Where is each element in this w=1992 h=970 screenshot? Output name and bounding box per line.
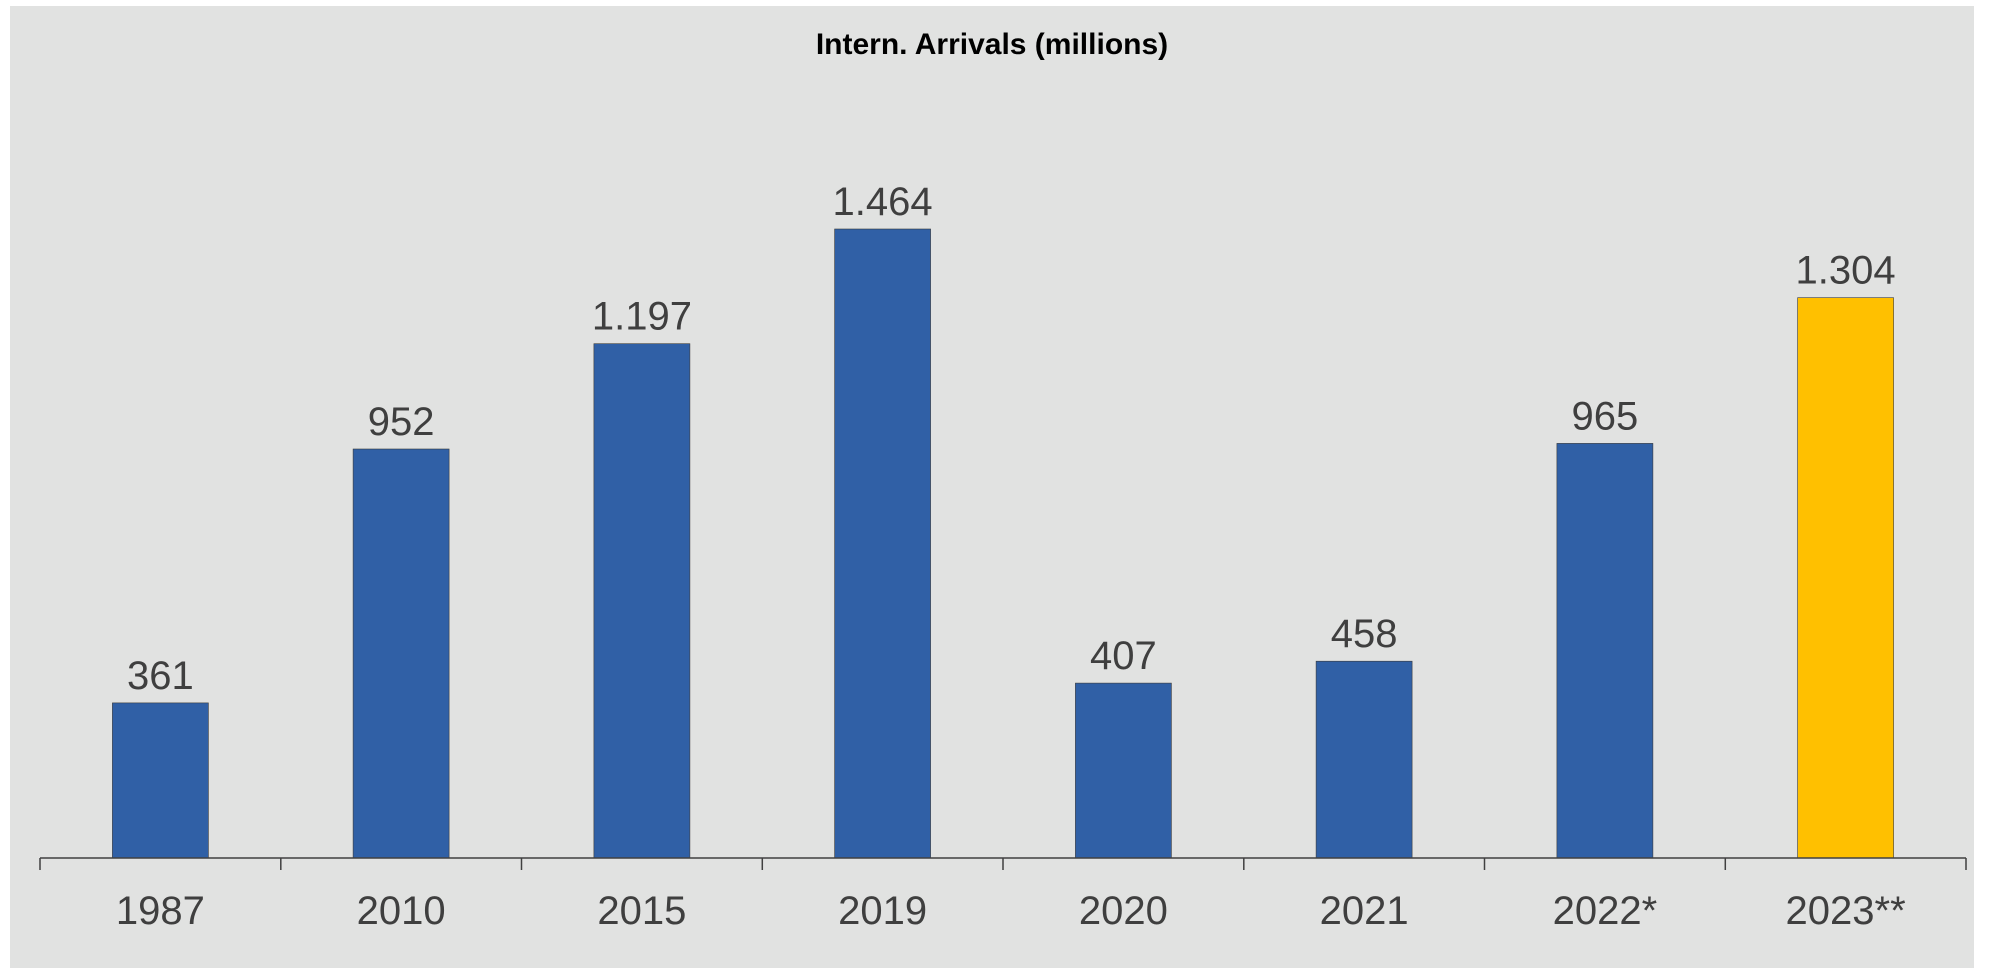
bar-2023: [1797, 297, 1894, 859]
data-label: 965: [1572, 394, 1639, 438]
bar-1987: [112, 702, 209, 859]
bar-2021: [1315, 660, 1413, 859]
x-tick-label: 1987: [116, 889, 205, 933]
data-label: 361: [127, 654, 194, 698]
x-tick-label: 2019: [838, 889, 927, 933]
data-label: 952: [368, 400, 435, 444]
bar-2015: [593, 343, 691, 859]
bar-2019: [834, 228, 931, 859]
x-tick-label: 2015: [597, 889, 686, 933]
data-label: 1.464: [833, 180, 933, 224]
x-tick-label: 2023**: [1786, 889, 1906, 933]
data-label: 1.197: [592, 295, 692, 339]
data-label: 1.304: [1796, 249, 1896, 293]
bar-2010: [352, 448, 450, 859]
x-tick-label: 2021: [1320, 889, 1409, 933]
x-tick-label: 2020: [1079, 889, 1168, 933]
x-tick-label: 2010: [357, 889, 446, 933]
data-label: 407: [1090, 634, 1157, 678]
data-label: 458: [1331, 612, 1398, 656]
bar-2020: [1075, 682, 1172, 859]
x-tick-label: 2022*: [1553, 889, 1658, 933]
bar-2022: [1556, 443, 1654, 859]
chart-title: Intern. Arrivals (millions): [815, 28, 1169, 61]
